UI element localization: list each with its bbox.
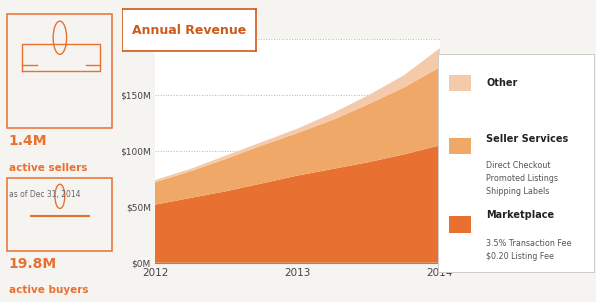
Text: 3.5% Transaction Fee
$0.20 Listing Fee: 3.5% Transaction Fee $0.20 Listing Fee: [486, 239, 572, 261]
Text: 19.8M: 19.8M: [8, 257, 57, 271]
Y-axis label: REVENUE: REVENUE: [111, 134, 117, 168]
Text: active sellers: active sellers: [8, 163, 87, 173]
Text: as of Dec 31, 2014: as of Dec 31, 2014: [8, 190, 80, 199]
Bar: [449, 216, 471, 233]
FancyBboxPatch shape: [7, 178, 113, 251]
Text: Annual Revenue: Annual Revenue: [132, 24, 246, 37]
Text: Direct Checkout
Promoted Listings
Shipping Labels: Direct Checkout Promoted Listings Shippi…: [486, 161, 558, 196]
Text: active buyers: active buyers: [8, 285, 88, 295]
Text: Other: Other: [486, 78, 518, 88]
Text: Seller Services: Seller Services: [486, 134, 569, 144]
Bar: [449, 75, 471, 91]
FancyBboxPatch shape: [7, 14, 113, 128]
Text: Marketplace: Marketplace: [486, 210, 555, 220]
Bar: [449, 138, 471, 154]
Text: 1.4M: 1.4M: [8, 134, 47, 148]
